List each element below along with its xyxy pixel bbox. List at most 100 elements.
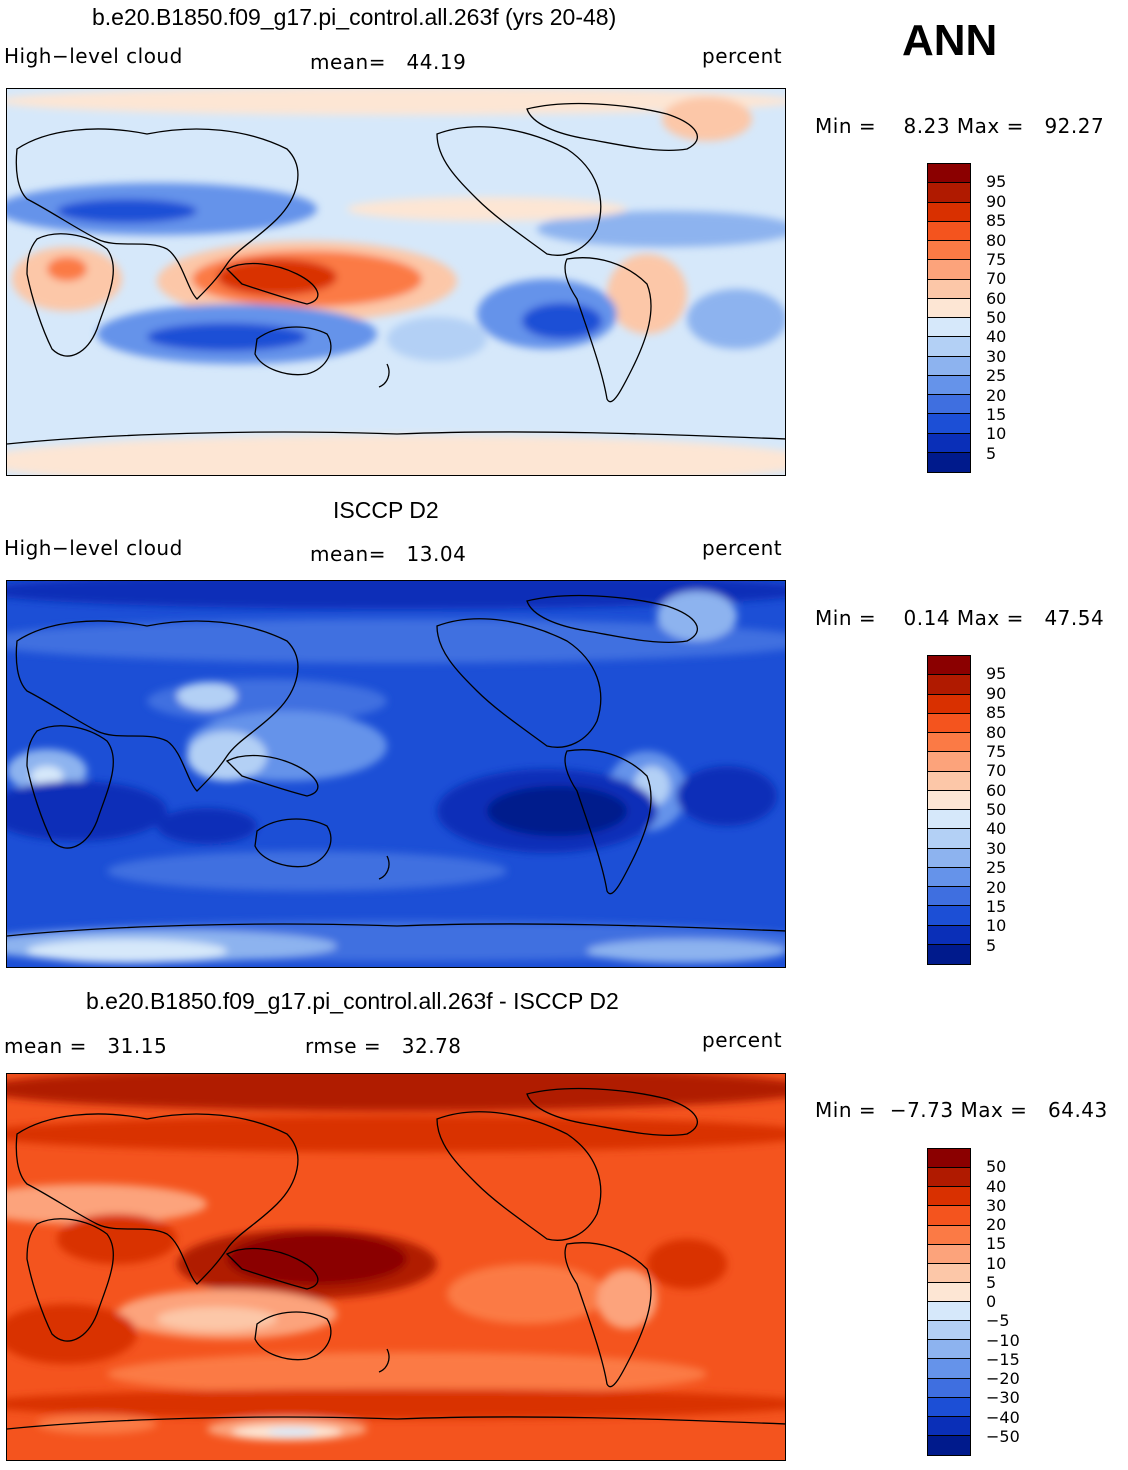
colorbar-swatch [928,279,970,299]
panel2-variable-label: High−level cloud [4,536,183,560]
colorbar-swatch [928,356,970,376]
colorbar-swatch [928,1302,970,1322]
colorbar-swatch [928,887,970,907]
colorbar-tick-label: 50 [986,800,1007,819]
colorbar-swatch [928,906,970,926]
colorbar-swatch [928,713,970,733]
colorbar-tick-label: 5 [986,935,997,955]
colorbar-swatch [928,810,970,830]
colorbar-swatch [928,752,970,772]
colorbar-tick-label: 40 [986,1176,1007,1196]
colorbar-tick-label: 75 [986,741,1007,761]
colorbar-tick-label: 10 [986,916,1007,936]
colorbar-tick-label: 90 [986,191,1007,211]
colorbar-tick-label: −30 [986,1388,1020,1408]
colorbar-tick-label: 10 [986,424,1007,444]
panel1-mean-label: mean= 44.19 [310,50,467,74]
colorbar-swatch [928,1340,970,1360]
colorbar-tick-label: 30 [986,1195,1007,1215]
colorbar-swatch [928,164,970,184]
colorbar-swatch [928,260,970,280]
colorbar-tick-label: 85 [986,211,1007,231]
panel2-colorbar [927,655,971,965]
colorbar-swatch [928,221,970,241]
colorbar-swatch [928,694,970,714]
colorbar-swatch [928,1416,970,1436]
colorbar-tick-label: 30 [986,838,1007,858]
colorbar-tick-label: 20 [986,877,1007,897]
colorbar-swatch [928,848,970,868]
colorbar-swatch [928,433,970,453]
colorbar-swatch [928,1206,970,1226]
colorbar-swatch [928,375,970,395]
colorbar-tick-label: 5 [986,1272,997,1292]
colorbar-swatch [928,1359,970,1379]
colorbar-tick-label: −40 [986,1407,1020,1427]
colorbar-swatch [928,395,970,415]
panel3-units-label: percent [702,1028,783,1052]
colorbar-tick-label: 95 [986,172,1007,192]
colorbar-swatch [928,298,970,318]
panel1-title: b.e20.B1850.f09_g17.pi_control.all.263f … [92,4,617,30]
panel2-coastlines [7,594,785,937]
panel2-title: ISCCP D2 [333,497,439,523]
colorbar-swatch [928,183,970,203]
panel3-map [6,1073,786,1461]
panel3-coastlines [7,1087,785,1430]
colorbar-swatch [928,944,970,964]
colorbar-tick-label: 15 [986,896,1007,916]
colorbar-tick-label: 70 [986,761,1007,781]
panel2-units-label: percent [702,536,783,560]
colorbar-swatch [928,771,970,791]
colorbar-tick-label: 60 [986,780,1007,800]
colorbar-tick-label: 95 [986,664,1007,684]
colorbar-swatch [928,829,970,849]
colorbar-swatch [928,337,970,357]
colorbar-swatch [928,1244,970,1264]
panel1-colorbar [927,163,971,473]
panel1-coastlines [7,102,785,445]
colorbar-tick-label: 0 [986,1292,997,1311]
colorbar-swatch [928,790,970,810]
panel2-mean-label: mean= 13.04 [310,542,467,566]
colorbar-tick-label: 80 [986,230,1007,250]
colorbar-swatch [928,1397,970,1417]
colorbar-tick-label: 70 [986,269,1007,289]
panel3-mean-label: mean = 31.15 [4,1034,168,1058]
colorbar-swatch [928,1282,970,1302]
panel1-units-label: percent [702,44,783,68]
colorbar-tick-label: 25 [986,858,1007,878]
colorbar-tick-label: 90 [986,683,1007,703]
panel3-map-plot [7,1074,785,1460]
colorbar-tick-label: 25 [986,366,1007,386]
colorbar-tick-label: 40 [986,819,1007,839]
colorbar-swatch [928,1378,970,1398]
colorbar-tick-label: −20 [986,1369,1020,1388]
panel2-map [6,580,786,968]
colorbar-tick-label: 40 [986,327,1007,347]
colorbar-swatch [928,1435,970,1455]
panel2-map-plot [7,581,785,967]
colorbar-swatch [928,733,970,753]
colorbar-swatch [928,1321,970,1341]
colorbar-tick-label: −5 [986,1311,1010,1331]
colorbar-swatch [928,867,970,887]
colorbar-tick-label: −50 [986,1426,1020,1446]
colorbar-tick-label: 85 [986,703,1007,723]
colorbar-tick-label: 5 [986,443,997,463]
panel1-map [6,88,786,476]
colorbar-swatch [928,452,970,472]
colorbar-tick-label: 50 [986,308,1007,327]
colorbar-swatch [928,656,970,676]
colorbar-tick-label: 60 [986,288,1007,308]
colorbar-tick-label: 30 [986,346,1007,366]
colorbar-tick-label: 20 [986,1215,1007,1234]
colorbar-tick-label: −15 [986,1349,1020,1369]
colorbar-swatch [928,202,970,222]
colorbar-tick-label: 75 [986,249,1007,269]
colorbar-swatch [928,241,970,261]
panel3-colorbar [927,1148,971,1456]
colorbar-tick-label: 10 [986,1253,1007,1273]
colorbar-tick-label: 50 [986,1157,1007,1177]
panel1-minmax-label: Min = 8.23 Max = 92.27 [815,114,1105,138]
